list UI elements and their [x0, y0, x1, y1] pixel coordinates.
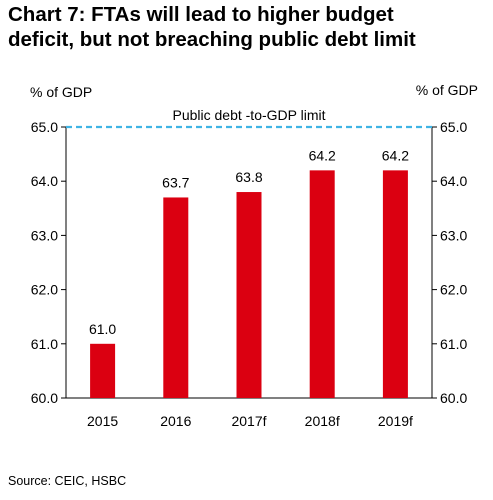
- y-tick-label-right: 63.0: [440, 227, 467, 243]
- y-tick-label-left: 60.0: [31, 390, 58, 406]
- bar-2015: [90, 343, 116, 398]
- x-tick-label: 2016: [160, 413, 191, 429]
- y-tick-label-right: 61.0: [440, 336, 467, 352]
- bar-2019f: [382, 170, 408, 398]
- bar-chart: % of GDP % of GDP 60.0 60.0 61.0 61.0 62.0 62…: [30, 82, 478, 429]
- data-label: 64.2: [382, 147, 409, 163]
- bar-2016: [163, 197, 189, 398]
- y-axis-label-left: % of GDP: [30, 84, 92, 100]
- data-label: 61.0: [89, 321, 116, 337]
- y-tick-label-left: 64.0: [31, 173, 58, 189]
- y-tick-label-left: 63.0: [31, 227, 58, 243]
- data-label: 63.8: [235, 169, 262, 185]
- y-tick-label-right: 64.0: [440, 173, 467, 189]
- x-tick-label: 2015: [87, 413, 118, 429]
- y-tick-label-right: 62.0: [440, 282, 467, 298]
- y-tick-label-left: 61.0: [31, 336, 58, 352]
- bar-2018f: [309, 170, 335, 398]
- x-tick-label: 2017f: [231, 413, 266, 429]
- y-tick-label-left: 65.0: [31, 119, 58, 135]
- chart-title: Chart 7: FTAs will lead to higher budget…: [8, 2, 488, 52]
- y-tick-label-right: 65.0: [440, 119, 467, 135]
- chart-title-line-2: deficit, but not breaching public debt l…: [8, 28, 416, 51]
- x-tick-label: 2019f: [378, 413, 413, 429]
- data-label: 64.2: [309, 147, 336, 163]
- public-debt-limit-label: Public debt -to-GDP limit: [172, 107, 325, 123]
- data-label: 63.7: [162, 174, 189, 190]
- y-axis-label-right: % of GDP: [416, 82, 478, 98]
- y-tick-label-left: 62.0: [31, 282, 58, 298]
- source-note: Source: CEIC, HSBC: [8, 474, 127, 488]
- plot-area: 60.0 60.0 61.0 61.0 62.0 62.0 63.0 63.0 64.0 64.0…: [31, 107, 468, 429]
- y-tick-label-right: 60.0: [440, 390, 467, 406]
- x-tick-label: 2018f: [305, 413, 340, 429]
- bar-2017f: [236, 192, 262, 398]
- chart-title-line-1: Chart 7: FTAs will lead to higher budget: [8, 3, 394, 26]
